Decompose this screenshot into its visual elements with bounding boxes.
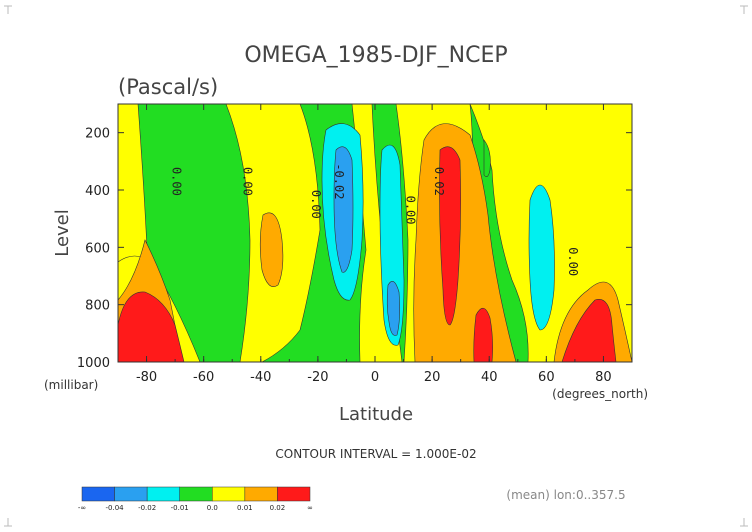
colorbar-labels: -∞ -0.04 -0.02 -0.01 0.0 0.01 0.02 ∞ — [78, 504, 313, 512]
colorbar-label: -0.01 — [171, 504, 189, 512]
y-axis-units: (millibar) — [44, 378, 98, 392]
x-tick-label: -20 — [307, 370, 328, 385]
orange-region-south — [259, 212, 284, 287]
contour-label: 0.00 — [403, 196, 417, 225]
y-axis-label: Level — [52, 209, 73, 257]
contour-labels: 0.00 0.00 0.00 -0.02 0.00 0.02 0.00 — [169, 163, 580, 276]
contour-label: 0.00 — [241, 167, 255, 196]
x-tick-label: 40 — [481, 370, 498, 385]
red-region-sw — [118, 291, 185, 362]
colorbar-label: -0.04 — [106, 504, 125, 512]
colorbar-label: ∞ — [307, 504, 313, 512]
blue-region-south — [333, 146, 354, 273]
contour-label: 0.00 — [169, 167, 183, 196]
blue-region-equator — [386, 281, 400, 336]
footer-note: (mean) lon:0..357.5 — [506, 488, 625, 502]
yellow-region-north — [396, 104, 632, 362]
colorbar-swatch — [212, 486, 246, 502]
y-axis-ticks: 200 400 600 800 1000 — [77, 127, 632, 371]
green-streak-north — [483, 139, 491, 177]
x-tick-label: -40 — [250, 370, 271, 385]
y-tick-label: 200 — [85, 127, 110, 142]
x-tick-label: 60 — [538, 370, 555, 385]
contour-label: 0.00 — [309, 190, 323, 219]
red-region-north — [439, 146, 461, 326]
contour-interval: CONTOUR INTERVAL = 1.000E-02 — [275, 447, 476, 461]
chart-title: OMEGA_1985-DJF_NCEP — [244, 43, 507, 68]
colorbar-label: 0.02 — [270, 504, 286, 512]
x-tick-label: -60 — [193, 370, 214, 385]
red-region-north-low — [473, 307, 493, 362]
colorbar-swatch — [114, 486, 148, 502]
x-tick-label: 0 — [371, 370, 379, 385]
colorbar — [81, 486, 311, 502]
contour-label: 0.00 — [566, 247, 580, 276]
contour-label: 0.02 — [432, 167, 446, 196]
y-tick-label: 600 — [85, 241, 110, 256]
colorbar-swatch — [179, 486, 213, 502]
y-tick-label: 400 — [85, 184, 110, 199]
red-region-arctic — [561, 298, 617, 362]
y-tick-label: 800 — [85, 299, 110, 314]
crop-marks — [4, 5, 748, 527]
x-tick-label: -80 — [136, 370, 157, 385]
contour-label: -0.02 — [332, 163, 346, 199]
chart-subtitle: (Pascal/s) — [118, 75, 218, 99]
colorbar-label: 0.0 — [207, 504, 218, 512]
colorbar-swatch — [146, 486, 180, 502]
colorbar-swatch — [81, 486, 115, 502]
x-tick-label: 80 — [595, 370, 612, 385]
colorbar-label: -∞ — [78, 504, 86, 512]
x-tick-label: 20 — [424, 370, 441, 385]
x-axis-label: Latitude — [339, 404, 413, 425]
y-tick-label: 1000 — [77, 356, 110, 371]
cyan-region-north — [528, 184, 555, 331]
contour-field — [118, 104, 632, 362]
x-axis-ticks: -80 -60 -40 -20 0 20 40 60 80 — [117, 104, 633, 385]
colorbar-label: 0.01 — [237, 504, 253, 512]
colorbar-swatch — [277, 486, 311, 502]
colorbar-swatch — [244, 486, 278, 502]
x-axis-units: (degrees_north) — [552, 387, 648, 401]
colorbar-label: -0.02 — [138, 504, 156, 512]
